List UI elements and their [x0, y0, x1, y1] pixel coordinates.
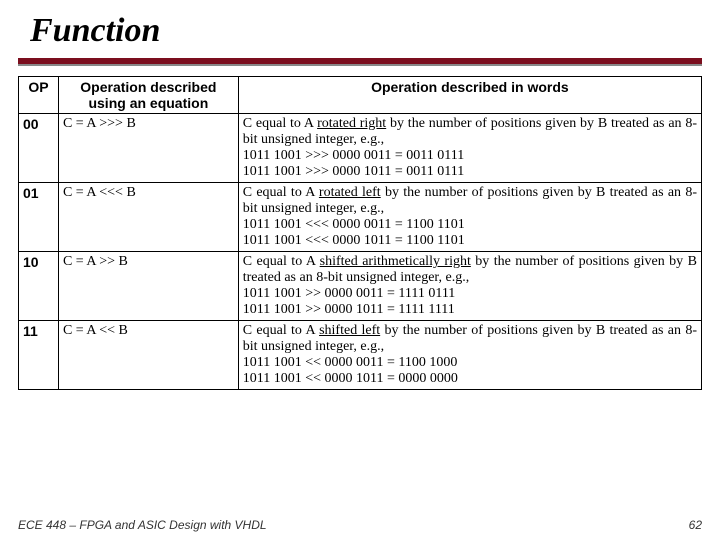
- example-2: 1011 1001 << 0000 1011 = 0000 0000: [243, 371, 458, 386]
- op-cell: 11: [19, 321, 59, 390]
- op-cell: 10: [19, 252, 59, 321]
- op-cell: 01: [19, 183, 59, 252]
- example-1: 1011 1001 <<< 0000 0011 = 1100 1101: [243, 217, 465, 232]
- eq-cell: C = A <<< B: [58, 183, 238, 252]
- example-2: 1011 1001 <<< 0000 1011 = 1100 1101: [243, 233, 465, 248]
- footer-left: ECE 448 – FPGA and ASIC Design with VHDL: [18, 518, 267, 532]
- example-2: 1011 1001 >> 0000 1011 = 1111 1111: [243, 302, 455, 317]
- words-pre: C equal to A: [243, 254, 320, 269]
- example-2: 1011 1001 >>> 0000 1011 = 0011 0111: [243, 164, 464, 179]
- words-cell: C equal to A rotated left by the number …: [238, 183, 701, 252]
- page-title: Function: [30, 12, 720, 50]
- words-pre: C equal to A: [243, 116, 317, 131]
- words-pre: C equal to A: [243, 323, 319, 338]
- header-eq: Operation described using an equation: [58, 77, 238, 114]
- header-op: OP: [19, 77, 59, 114]
- op-cell: 00: [19, 114, 59, 183]
- words-key: shifted left: [319, 323, 380, 338]
- eq-cell: C = A >>> B: [58, 114, 238, 183]
- header-words: Operation described in words: [238, 77, 701, 114]
- example-1: 1011 1001 >>> 0000 0011 = 0011 0111: [243, 148, 464, 163]
- words-key: shifted arithmetically right: [320, 254, 471, 269]
- table-row: 01 C = A <<< B C equal to A rotated left…: [19, 183, 702, 252]
- words-pre: C equal to A: [243, 185, 319, 200]
- words-key: rotated right: [317, 116, 386, 131]
- eq-cell: C = A << B: [58, 321, 238, 390]
- table-row: 11 C = A << B C equal to A shifted left …: [19, 321, 702, 390]
- table-row: 10 C = A >> B C equal to A shifted arith…: [19, 252, 702, 321]
- eq-cell: C = A >> B: [58, 252, 238, 321]
- example-1: 1011 1001 << 0000 0011 = 1100 1000: [243, 355, 458, 370]
- divider-light: [18, 64, 702, 66]
- words-key: rotated left: [319, 185, 381, 200]
- table-header-row: OP Operation described using an equation…: [19, 77, 702, 114]
- table-row: 00 C = A >>> B C equal to A rotated righ…: [19, 114, 702, 183]
- operation-table: OP Operation described using an equation…: [18, 76, 702, 390]
- footer: ECE 448 – FPGA and ASIC Design with VHDL…: [18, 518, 702, 532]
- example-1: 1011 1001 >> 0000 0011 = 1111 0111: [243, 286, 456, 301]
- words-cell: C equal to A rotated right by the number…: [238, 114, 701, 183]
- footer-right: 62: [689, 518, 702, 532]
- words-cell: C equal to A shifted arithmetically righ…: [238, 252, 701, 321]
- words-cell: C equal to A shifted left by the number …: [238, 321, 701, 390]
